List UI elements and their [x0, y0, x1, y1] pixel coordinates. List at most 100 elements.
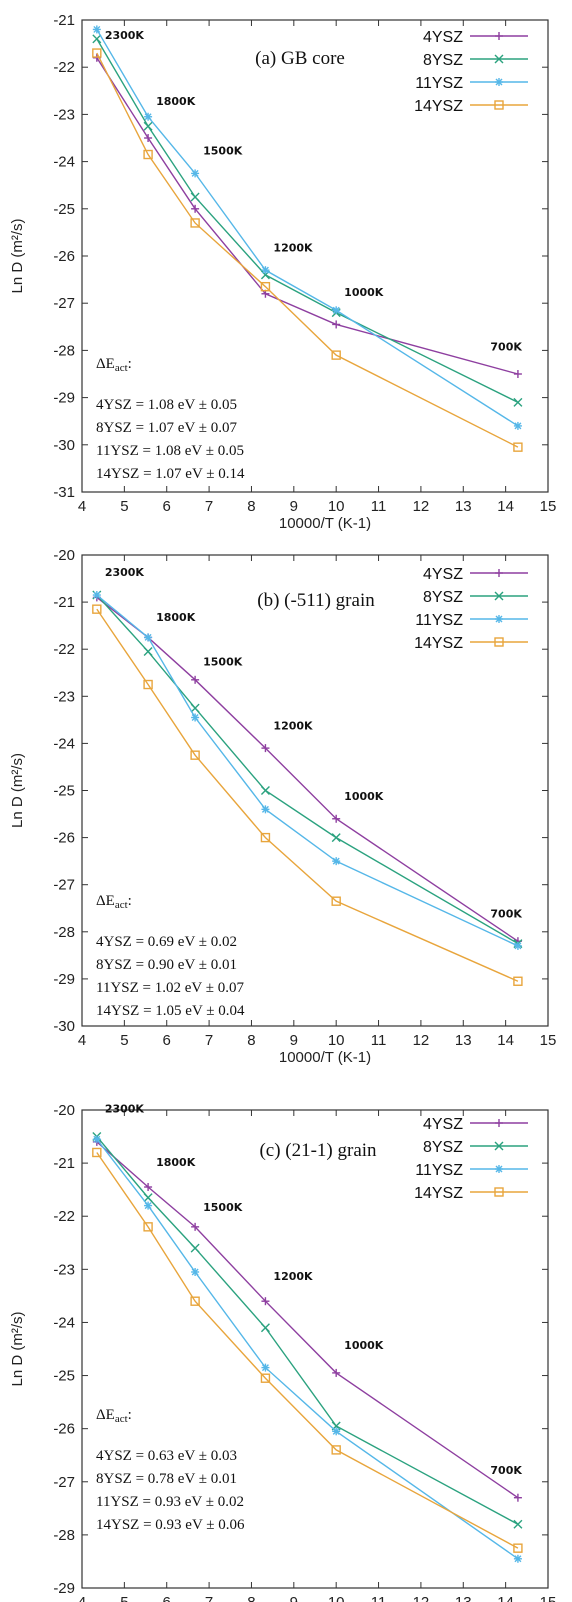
temperature-label-1500k: 1500K [203, 1201, 243, 1214]
activation-energy-annotation: ΔEact: 4YSZ = 0.63 eV ± 0.03 8YSZ = 0.78 e… [96, 1407, 245, 1533]
series-line-8ysz [96, 594, 519, 945]
temperature-label-700k: 700K [490, 340, 522, 353]
y-tick-label: -26 [53, 830, 75, 847]
chart-title: (a) GB core [255, 48, 345, 69]
y-tick-label: -25 [53, 1368, 75, 1385]
activation-line: 11YSZ = 0.93 eV ± 0.02 [96, 1494, 244, 1510]
x-tick-label: 8 [247, 1594, 255, 1602]
temperature-label-1200k: 1200K [273, 241, 313, 254]
legend-label-8ysz: 8YSZ [423, 589, 463, 606]
data-point-4ysz [191, 675, 200, 684]
legend-marker-11ysz [495, 615, 503, 623]
x-tick-label: 4 [78, 498, 86, 515]
x-tick-label: 9 [290, 498, 298, 515]
data-point-11ysz [513, 421, 522, 430]
activation-line: 11YSZ = 1.02 eV ± 0.07 [96, 980, 244, 996]
x-tick-label: 14 [497, 1032, 514, 1049]
series-line-11ysz [96, 594, 519, 947]
data-point-11ysz [191, 1267, 200, 1276]
plot-frame [81, 554, 549, 1027]
x-tick-label: 13 [455, 1594, 472, 1602]
x-tick-label: 9 [290, 1032, 298, 1049]
x-tick-label: 7 [205, 498, 213, 515]
data-point-11ysz [92, 1135, 101, 1144]
data-point-4ysz [513, 370, 522, 378]
x-tick-label: 10 [328, 498, 345, 515]
activation-line: 14YSZ = 1.05 eV ± 0.04 [96, 1003, 245, 1019]
panel-c-21-1-grain: 4 5 6 7 8 9 10 11 12 13 14 15 -20 -21 -22 -23 -24 -25 -26 -… [9, 1102, 556, 1602]
data-point-11ysz [261, 266, 270, 275]
data-point-11ysz [261, 1363, 270, 1372]
temperature-label-1800k: 1800K [156, 611, 196, 624]
temperature-label-1200k: 1200K [273, 1270, 313, 1283]
legend-label-14ysz: 14YSZ [414, 1185, 463, 1202]
y-tick-label: -27 [53, 295, 75, 312]
data-point-14ysz [92, 1147, 102, 1158]
data-point-8ysz [513, 1519, 523, 1529]
panel-a-gb-core: 4 5 6 7 8 9 10 11 12 13 14 15 -21 -22 -23 -24 -25 -26 -27 -… [9, 12, 556, 532]
activation-energy-annotation: ΔEact: 4YSZ = 1.08 eV ± 0.05 8YSZ = 1.07 e… [96, 356, 245, 482]
chart-title: (c) (21-1) grain [259, 1140, 377, 1161]
y-tick-label: -23 [53, 1261, 75, 1278]
temperature-label-700k: 700K [490, 908, 522, 921]
series-11ysz [92, 591, 522, 950]
y-tick-label: -20 [53, 1102, 75, 1119]
y-axis-label: Ln D (m²/s) [9, 1311, 26, 1386]
legend-label-8ysz: 8YSZ [423, 52, 463, 69]
data-point-4ysz [261, 744, 270, 753]
data-point-8ysz [190, 1243, 200, 1253]
x-tick-label: 8 [247, 498, 255, 515]
data-point-14ysz [260, 281, 271, 292]
y-tick-label: -26 [53, 1421, 75, 1438]
data-point-4ysz [191, 204, 200, 213]
data-point-14ysz [143, 1222, 153, 1232]
y-tick-label: -21 [53, 594, 75, 611]
x-tick-label: 5 [120, 1594, 128, 1602]
data-point-4ysz [332, 1368, 341, 1377]
data-point-11ysz [144, 112, 153, 121]
series-line-8ysz [96, 1136, 519, 1525]
x-tick-label: 15 [540, 498, 557, 515]
temperature-label-1000k: 1000K [344, 286, 384, 299]
data-point-8ysz [143, 1193, 153, 1203]
data-point-14ysz [190, 750, 200, 760]
x-axis-label: 10000/T (K-1) [279, 1049, 371, 1066]
legend-marker-14ysz [494, 100, 504, 110]
chart-title: (b) (-511) grain [257, 590, 375, 611]
legend-marker-4ysz [495, 32, 503, 40]
temperature-label-1500k: 1500K [203, 145, 243, 158]
data-point-11ysz [261, 805, 270, 814]
x-tick-label: 10 [328, 1032, 345, 1049]
legend-label-14ysz: 14YSZ [414, 98, 463, 115]
data-point-14ysz [513, 1543, 523, 1553]
x-tick-label: 11 [371, 498, 387, 515]
x-tick-label: 5 [120, 1032, 128, 1049]
y-tick-label: -28 [53, 924, 75, 941]
temperature-label-1000k: 1000K [344, 790, 384, 803]
data-point-8ysz [92, 34, 102, 44]
panel-b-511-grain: 4 5 6 7 8 9 10 11 12 13 14 15 -20 -21 -22 -23 -24 -25 -26 -… [9, 547, 556, 1066]
data-point-11ysz [513, 1554, 522, 1563]
activation-line: 14YSZ = 1.07 eV ± 0.14 [96, 466, 245, 482]
activation-line: 11YSZ = 1.08 eV ± 0.05 [96, 443, 244, 459]
plot-frame [81, 1109, 549, 1589]
series-8ysz [92, 1132, 523, 1529]
series-14ysz [92, 48, 523, 452]
data-point-11ysz [332, 1427, 341, 1436]
x-tick-label: 13 [455, 1032, 472, 1049]
activation-heading: ΔEact: [96, 356, 132, 374]
y-tick-label: -21 [53, 12, 75, 29]
data-point-14ysz [143, 679, 153, 690]
x-tick-label: 8 [247, 1032, 255, 1049]
series-line-11ysz [96, 1138, 519, 1560]
y-tick-label: -24 [53, 735, 75, 752]
data-point-4ysz [144, 134, 153, 142]
x-tick-label: 7 [205, 1032, 213, 1049]
x-tick-label: 10 [328, 1594, 345, 1602]
legend-label-4ysz: 4YSZ [423, 29, 463, 46]
y-axis-label: Ln D (m²/s) [9, 218, 26, 293]
series-14ysz [92, 1147, 523, 1553]
data-point-8ysz [260, 786, 270, 795]
y-tick-label: -30 [53, 1018, 75, 1035]
data-point-4ysz [191, 1222, 200, 1231]
